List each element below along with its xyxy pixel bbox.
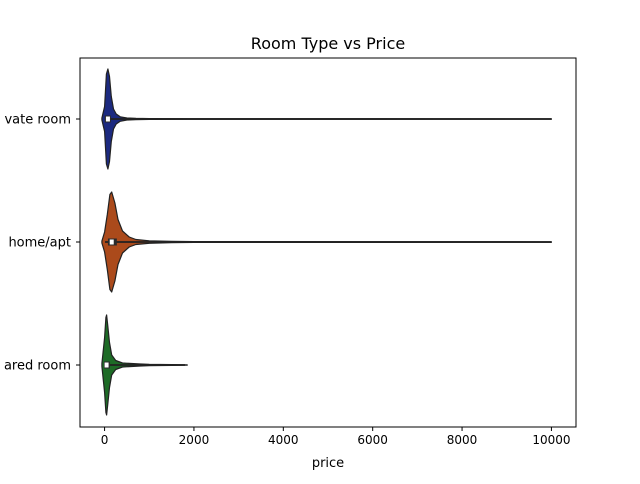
y-tick-label: vate room xyxy=(4,113,71,128)
x-tick-label: 4000 xyxy=(268,433,299,447)
axes: 0 2000 4000 6000 8000 10000 vate room home/apt a… xyxy=(4,57,577,447)
plot-area xyxy=(101,68,552,416)
median-marker xyxy=(104,362,109,368)
y-tick-label: ared room xyxy=(4,359,71,374)
violin-group xyxy=(101,68,552,170)
x-tick-label: 6000 xyxy=(357,433,388,447)
y-tick-label: home/apt xyxy=(8,236,71,251)
x-axis-label: price xyxy=(312,456,344,471)
x-tick-label: 0 xyxy=(101,433,109,447)
chart-title: Room Type vs Price xyxy=(251,34,405,53)
x-tick-label: 8000 xyxy=(447,433,478,447)
x-tick-label: 2000 xyxy=(179,433,210,447)
violin-group xyxy=(101,191,552,293)
violin-group xyxy=(101,314,188,416)
x-tick-label: 10000 xyxy=(532,433,570,447)
median-marker xyxy=(109,239,114,245)
median-marker xyxy=(105,116,110,122)
